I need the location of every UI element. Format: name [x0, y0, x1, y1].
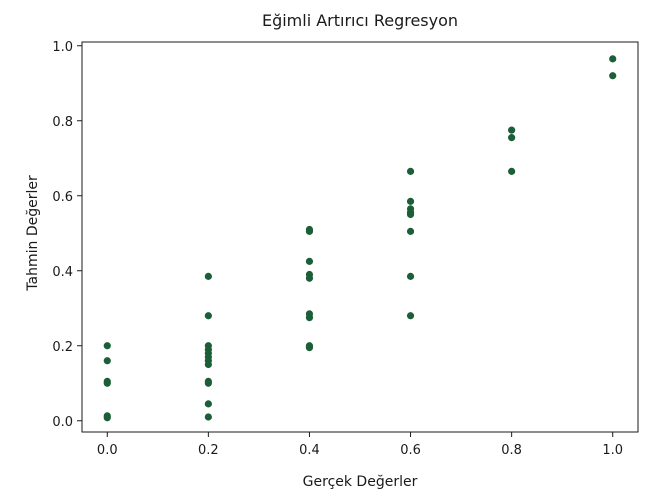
x-tick-label: 0.6	[400, 443, 421, 458]
y-tick-label: 0.2	[52, 340, 73, 355]
x-axis-ticks: 0.0 0.2 0.4 0.6 0.8 1.0	[97, 432, 623, 458]
scatter-point	[406, 167, 415, 175]
scatter-point	[204, 312, 212, 320]
scatter-point	[204, 400, 212, 408]
scatter-point	[103, 357, 111, 365]
scatter-point	[406, 227, 415, 235]
x-tick-label: 0.4	[299, 443, 320, 458]
scatter-point	[609, 72, 617, 80]
scatter-point	[406, 210, 415, 219]
scatter-point	[609, 55, 617, 63]
scatter-point	[305, 257, 314, 265]
scatter-point	[204, 379, 212, 387]
scatter-point	[406, 272, 415, 280]
scatter-point	[508, 167, 516, 175]
y-tick-label: 0.4	[52, 265, 73, 280]
scatter-point	[103, 379, 111, 387]
plot-area	[81, 41, 639, 433]
x-tick-label: 0.8	[501, 443, 522, 458]
scatter-point	[103, 414, 111, 422]
chart-title: Eğimli Artırıcı Regresyon	[262, 11, 458, 30]
scatter-point	[204, 272, 212, 280]
y-axis-ticks: 0.0 0.2 0.4 0.6 0.8 1.0	[52, 40, 82, 430]
scatter-point	[305, 274, 314, 282]
scatter-point	[204, 360, 212, 369]
scatter-point	[406, 197, 415, 205]
scatter-point	[508, 134, 516, 142]
scatter-point	[305, 227, 314, 235]
scatter-point	[305, 344, 314, 352]
data-points	[103, 55, 617, 422]
y-tick-label: 0.6	[52, 190, 73, 205]
x-tick-label: 0.0	[97, 443, 118, 458]
scatter-point	[508, 126, 516, 134]
plot-frame	[81, 41, 639, 433]
y-tick-label: 0.0	[52, 415, 73, 430]
scatter-point	[204, 413, 212, 421]
scatter-point	[406, 312, 415, 320]
y-tick-label: 0.8	[52, 115, 73, 130]
y-tick-label: 1.0	[52, 40, 73, 55]
y-axis-label: Tahmin Değerler	[25, 175, 41, 292]
scatter-point	[305, 314, 314, 322]
scatter-point	[103, 342, 111, 350]
x-tick-label: 0.2	[198, 443, 219, 458]
x-tick-label: 1.0	[602, 443, 623, 458]
x-axis-label: Gerçek Değerler	[303, 474, 418, 490]
